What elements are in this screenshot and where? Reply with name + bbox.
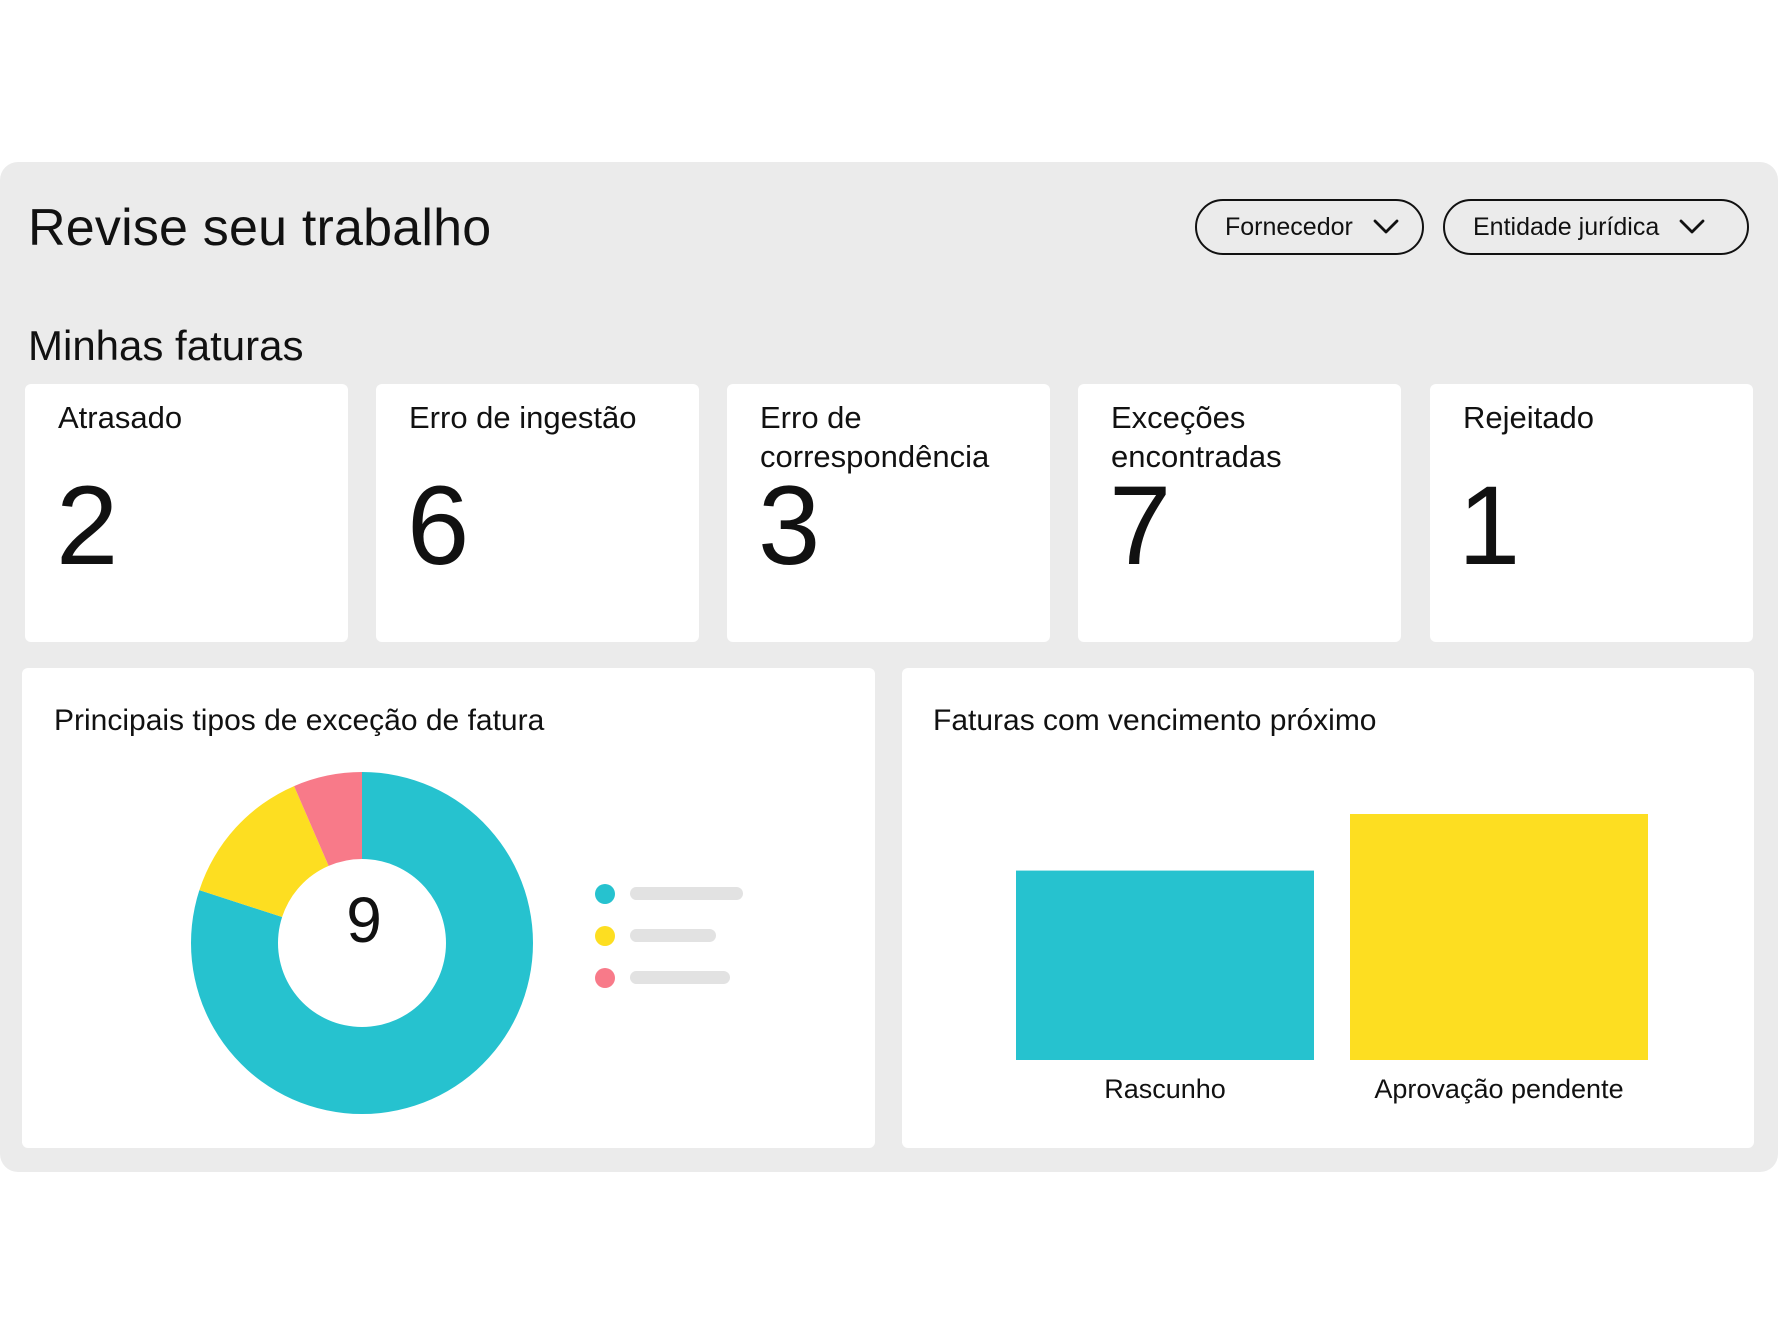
upcoming-due-title: Faturas com vencimento próximo [933, 704, 1377, 737]
kpi-value-ingestion-error: 6 [407, 463, 470, 588]
bar-0 [1016, 870, 1314, 1060]
bar-label-pending-approval: Aprovação pendente [1374, 1074, 1624, 1104]
kpi-card-overdue[interactable]: Atrasado [25, 384, 348, 642]
chevron-down-icon [1679, 219, 1705, 234]
legend-placeholder-bar [630, 971, 730, 984]
exception-donut-chart [191, 772, 534, 1114]
donut-center-total: 9 [346, 884, 382, 956]
kpi-value-exceptions-found: 7 [1109, 463, 1172, 588]
legend-placeholder-bar [630, 887, 743, 900]
upcoming-due-bar-chart [1016, 814, 1648, 1060]
kpi-label: Erro de correspondência [760, 400, 990, 474]
kpi-card-matching-error[interactable]: Erro de correspondência [727, 384, 1050, 642]
kpi-value-overdue: 2 [56, 463, 119, 588]
supplier-filter-dropdown[interactable]: Fornecedor [1195, 199, 1424, 255]
kpi-label: Rejeitado [1463, 400, 1594, 435]
kpi-label: Exceções encontradas [1111, 400, 1282, 474]
kpi-card-rejected[interactable]: Rejeitado [1430, 384, 1753, 642]
legend-dot-pink [595, 968, 615, 988]
kpi-value-matching-error: 3 [758, 463, 821, 588]
bar-label-draft: Rascunho [1104, 1074, 1226, 1104]
legal-entity-filter-label: Entidade jurídica [1473, 212, 1660, 241]
donut-slice-2 [294, 772, 362, 866]
invoices-section-title: Minhas faturas [28, 322, 304, 369]
supplier-filter-label: Fornecedor [1225, 212, 1353, 241]
chevron-down-icon [1373, 219, 1399, 234]
bar-1 [1350, 814, 1648, 1060]
legal-entity-filter-dropdown[interactable]: Entidade jurídica [1443, 199, 1749, 255]
kpi-label: Atrasado [58, 400, 183, 435]
donut-slice-0 [191, 772, 534, 1114]
kpi-card-exceptions-found[interactable]: Exceções encontradas [1078, 384, 1401, 642]
legend-placeholder-bar [630, 929, 716, 942]
kpi-label: Erro de ingestão [409, 400, 637, 435]
exception-types-title: Principais tipos de exceção de fatura [54, 704, 545, 737]
upcoming-due-card: Faturas com vencimento próximo Rascunho … [902, 668, 1754, 1148]
donut-slice-1 [199, 786, 329, 918]
kpi-value-rejected: 1 [1458, 463, 1521, 588]
legend-dot-teal [595, 884, 615, 904]
legend-dot-yellow [595, 926, 615, 946]
exception-types-card: Principais tipos de exceção de fatura 9 [22, 668, 875, 1148]
kpi-card-ingestion-error[interactable]: Erro de ingestão [376, 384, 699, 642]
page-title: Revise seu trabalho [28, 199, 492, 257]
